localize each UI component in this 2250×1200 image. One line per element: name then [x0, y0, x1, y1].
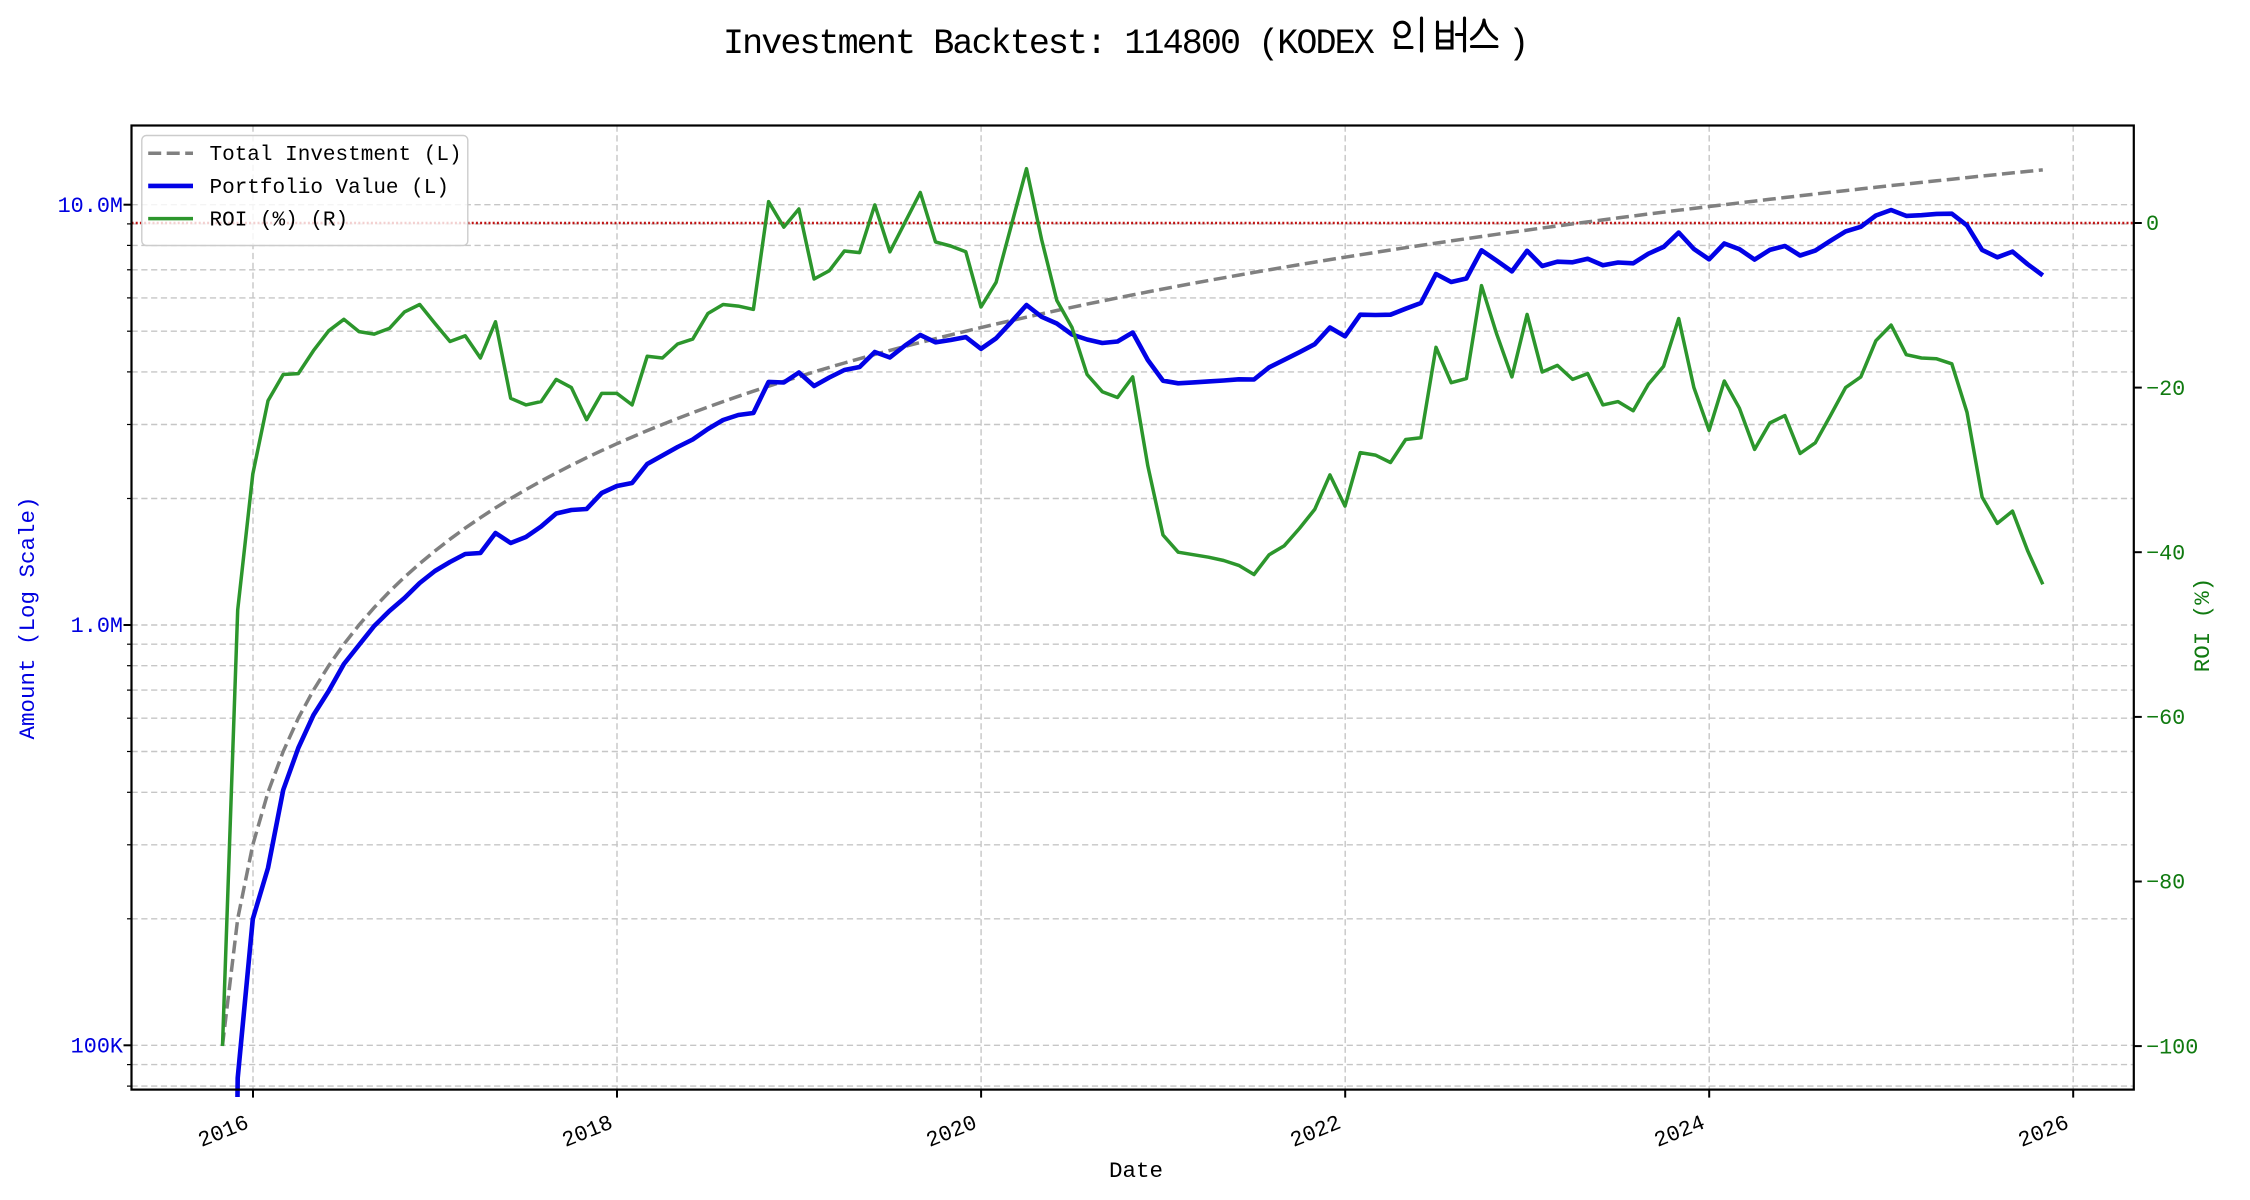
- svg-text:Portfolio Value (L): Portfolio Value (L): [210, 177, 449, 200]
- svg-text:Total Investment (L): Total Investment (L): [210, 144, 462, 167]
- svg-text:−100: −100: [2146, 1035, 2198, 1060]
- svg-text:): ): [1508, 24, 1529, 64]
- svg-text:−60: −60: [2146, 706, 2185, 731]
- svg-text:Amount (Log Scale): Amount (Log Scale): [15, 496, 41, 739]
- svg-text:Investment Backtest: 114800 (K: Investment Backtest: 114800 (KODEX: [723, 24, 1375, 64]
- svg-text:ROI (%) (R): ROI (%) (R): [210, 210, 349, 233]
- svg-text:−40: −40: [2146, 541, 2185, 566]
- svg-text:0: 0: [2146, 212, 2159, 237]
- svg-text:−80: −80: [2146, 871, 2185, 896]
- svg-text:10.0M: 10.0M: [58, 194, 123, 219]
- svg-text:ROI (%): ROI (%): [2190, 578, 2216, 673]
- svg-text:1.0M: 1.0M: [71, 614, 123, 639]
- svg-text:100K: 100K: [71, 1035, 124, 1060]
- svg-text:Date: Date: [1109, 1158, 1163, 1184]
- svg-text:−20: −20: [2146, 377, 2185, 402]
